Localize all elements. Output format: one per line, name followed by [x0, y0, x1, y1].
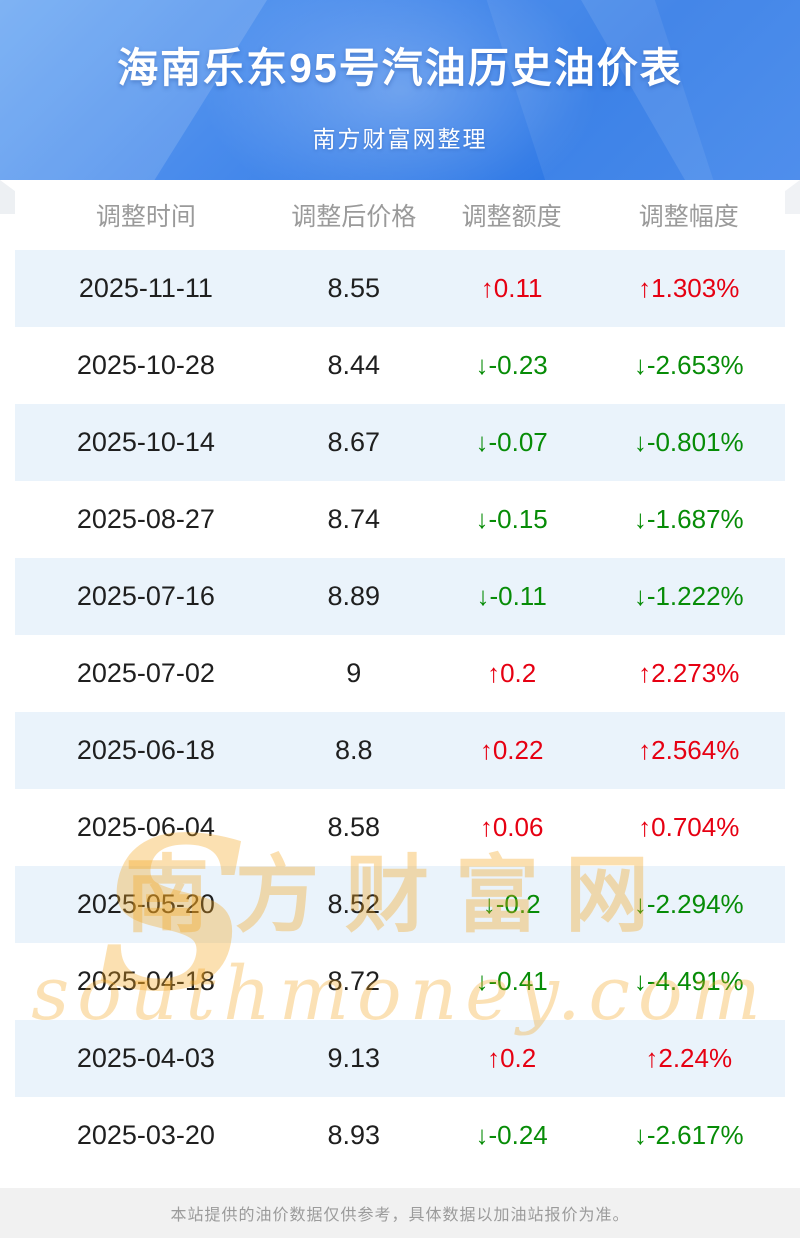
- percent-cell: ↓-2.617%: [633, 1120, 744, 1150]
- percent-cell: ↓-1.222%: [633, 581, 744, 611]
- price-cell: 8.89: [327, 581, 381, 611]
- date-cell: 2025-06-04: [76, 812, 215, 842]
- date-cell: 2025-10-28: [76, 350, 215, 380]
- table-row: 2025-05-20 8.52 ↓-0.2 ↓-2.294%: [15, 866, 785, 943]
- percent-cell: ↓-2.653%: [633, 350, 744, 380]
- percent-cell: ↑0.704%: [638, 812, 740, 842]
- date-cell: 2025-07-02: [76, 658, 215, 688]
- price-cell: 9: [346, 658, 362, 688]
- change-cell: ↑0.2: [487, 1043, 537, 1073]
- header-glow: [200, 0, 600, 180]
- table-row: 2025-04-18 8.72 ↓-0.41 ↓-4.491%: [15, 943, 785, 1020]
- change-cell: ↑0.22: [479, 735, 544, 765]
- change-cell: ↓-0.2: [482, 889, 541, 919]
- percent-cell: ↑2.564%: [638, 735, 740, 765]
- date-cell: 2025-06-18: [76, 735, 215, 765]
- price-cell: 8.8: [335, 735, 373, 765]
- date-cell: 2025-05-20: [76, 889, 215, 919]
- disclaimer-text: 本站提供的油价数据仅供参考，具体数据以加油站报价为准。: [170, 1207, 630, 1224]
- change-cell: ↓-0.07: [475, 427, 548, 457]
- col-header-adjust-range: 调整幅度: [638, 203, 739, 231]
- table-header-row: 调整时间 调整后价格 调整额度 调整幅度: [15, 180, 785, 250]
- table-body: 2025-11-11 8.55 ↑0.11 ↑1.303% 2025-10-28…: [15, 250, 785, 1174]
- table-row: 2025-06-18 8.8 ↑0.22 ↑2.564%: [15, 712, 785, 789]
- price-table-section: 调整时间 调整后价格 调整额度 调整幅度 2025-11-11 8.55 ↑0.…: [0, 180, 800, 1174]
- date-cell: 2025-04-03: [76, 1043, 215, 1073]
- col-header-adjusted-price: 调整后价格: [291, 203, 417, 231]
- price-cell: 8.72: [327, 966, 381, 996]
- date-cell: 2025-07-16: [76, 581, 215, 611]
- table-row: 2025-08-27 8.74 ↓-0.15 ↓-1.687%: [15, 481, 785, 558]
- table-row: 2025-04-03 9.13 ↑0.2 ↑2.24%: [15, 1020, 785, 1097]
- change-cell: ↓-0.24: [475, 1120, 548, 1150]
- price-cell: 8.93: [327, 1120, 381, 1150]
- change-cell: ↑0.06: [479, 812, 544, 842]
- price-cell: 8.67: [327, 427, 381, 457]
- change-cell: ↑0.2: [487, 658, 537, 688]
- table-row: 2025-06-04 8.58 ↑0.06 ↑0.704%: [15, 789, 785, 866]
- price-cell: 8.74: [327, 504, 381, 534]
- table-row: 2025-07-16 8.89 ↓-0.11 ↓-1.222%: [15, 558, 785, 635]
- date-cell: 2025-10-14: [76, 427, 215, 457]
- date-cell: 2025-03-20: [76, 1120, 215, 1150]
- table-row: 2025-10-14 8.67 ↓-0.07 ↓-0.801%: [15, 404, 785, 481]
- price-cell: 8.58: [327, 812, 381, 842]
- price-cell: 8.52: [327, 889, 381, 919]
- percent-cell: ↑1.303%: [638, 273, 740, 303]
- col-header-adjust-amount: 调整额度: [461, 203, 562, 231]
- date-cell: 2025-11-11: [78, 273, 213, 303]
- table-row: 2025-10-28 8.44 ↓-0.23 ↓-2.653%: [15, 327, 785, 404]
- change-cell: ↓-0.11: [476, 581, 547, 611]
- page-title: 海南乐东95号汽油历史油价表: [117, 45, 683, 91]
- price-cell: 8.55: [327, 273, 381, 303]
- change-cell: ↓-0.15: [475, 504, 548, 534]
- change-cell: ↑0.11: [480, 273, 543, 303]
- page-subtitle: 南方财富网整理: [312, 126, 488, 152]
- table-row: 2025-11-11 8.55 ↑0.11 ↑1.303%: [15, 250, 785, 327]
- price-cell: 8.44: [327, 350, 381, 380]
- percent-cell: ↑2.24%: [645, 1043, 733, 1073]
- percent-cell: ↓-4.491%: [633, 966, 744, 996]
- table-row: 2025-07-02 9 ↑0.2 ↑2.273%: [15, 635, 785, 712]
- change-cell: ↓-0.41: [475, 966, 548, 996]
- page-footer: 本站提供的油价数据仅供参考，具体数据以加油站报价为准。: [0, 1188, 800, 1238]
- percent-cell: ↓-1.687%: [633, 504, 744, 534]
- change-cell: ↓-0.23: [475, 350, 548, 380]
- col-header-adjust-time: 调整时间: [95, 203, 196, 231]
- date-cell: 2025-08-27: [76, 504, 215, 534]
- date-cell: 2025-04-18: [76, 966, 215, 996]
- price-cell: 9.13: [327, 1043, 381, 1073]
- percent-cell: ↓-0.801%: [633, 427, 744, 457]
- page-header: 海南乐东95号汽油历史油价表 南方财富网整理: [0, 0, 800, 180]
- percent-cell: ↓-2.294%: [633, 889, 744, 919]
- table-row: 2025-03-20 8.93 ↓-0.24 ↓-2.617%: [15, 1097, 785, 1174]
- percent-cell: ↑2.273%: [638, 658, 740, 688]
